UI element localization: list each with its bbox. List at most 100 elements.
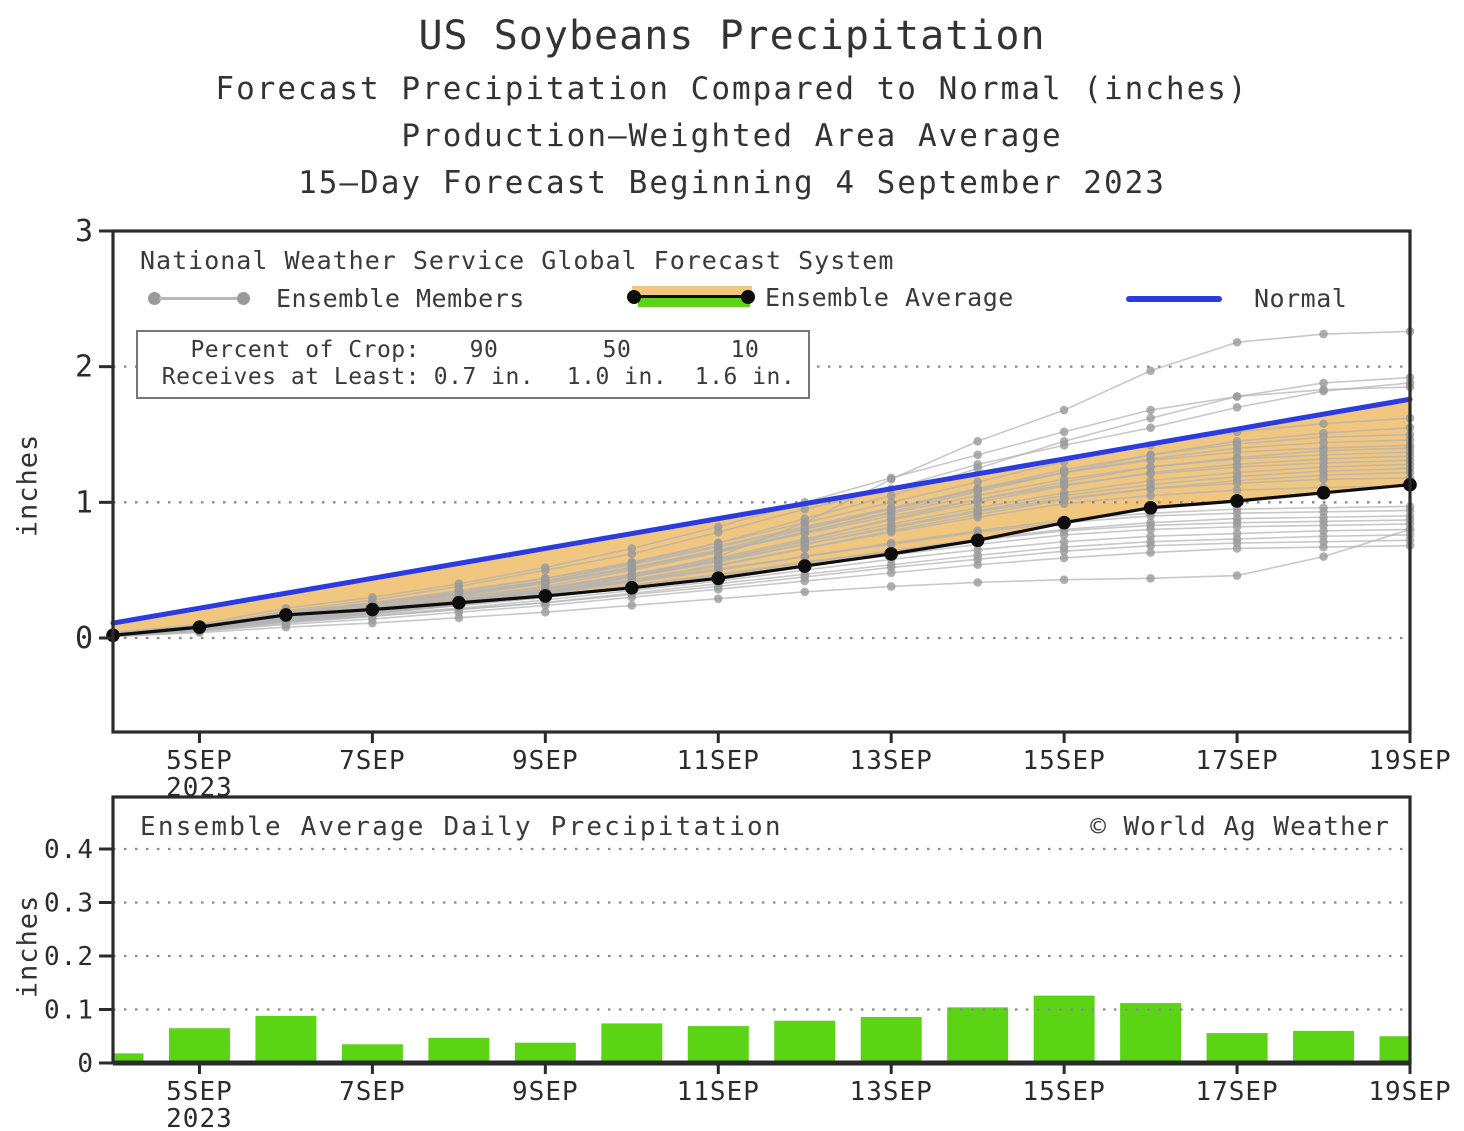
- ensemble-member-dot: [973, 436, 982, 446]
- ensemble-member-dot: [1146, 366, 1155, 376]
- copyright-credit: © World Ag Weather: [1090, 812, 1390, 842]
- ensemble-member-dot: [973, 560, 982, 570]
- ensemble-member-dot: [627, 592, 637, 602]
- x-tick-label: 13SEP: [850, 1077, 933, 1107]
- daily-precip-bar: [514, 1042, 576, 1063]
- data-source-label: National Weather Service Global Forecast…: [140, 246, 895, 275]
- crop-percent-10: 10: [730, 337, 760, 363]
- ensemble-member-line: [112, 528, 1411, 638]
- ensemble-member-dot: [973, 512, 982, 522]
- ensemble-member-dot: [1146, 548, 1155, 557]
- ensemble-member-dot: [1059, 441, 1069, 450]
- ensemble-member-dot: [973, 450, 982, 460]
- daily-precip-bar: [687, 1026, 749, 1063]
- title-block: US Soybeans Precipitation Forecast Preci…: [0, 12, 1464, 202]
- ensemble-member-dot: [1146, 541, 1155, 551]
- ensemble-average-dot: [711, 571, 726, 586]
- ensemble-average-dot: [1316, 486, 1331, 500]
- x-tick-label: 11SEP: [677, 1077, 760, 1107]
- x-tick-label: 15SEP: [1022, 746, 1105, 776]
- daily-precip-bar: [774, 1020, 836, 1063]
- ensemble-average-dot: [884, 547, 898, 561]
- x-tick-label: 5SEP: [166, 1077, 233, 1107]
- x-tick-label: 19SEP: [1368, 1077, 1451, 1107]
- ensemble-average-dot: [365, 602, 380, 617]
- daily-precip-bar: [1120, 1003, 1182, 1063]
- ensemble-average-dot: [1143, 500, 1158, 515]
- ensemble-average-dot: [192, 620, 207, 634]
- ensemble-member-dot: [541, 563, 550, 572]
- crop-amount-3: 1.6 in.: [694, 364, 796, 390]
- bottom-chart-title: Ensemble Average Daily Precipitation: [140, 812, 783, 842]
- ensemble-member-dot: [973, 495, 982, 504]
- ensemble-member-dot: [1319, 378, 1328, 388]
- ensemble-member-dot: [454, 607, 464, 617]
- ensemble-average-label: Ensemble Average: [765, 282, 1014, 312]
- y-tick-label: 0: [77, 1049, 94, 1079]
- daily-precip-bar: [168, 1028, 230, 1063]
- y-tick-label: 2: [75, 350, 94, 385]
- ensemble-member-dot: [1319, 419, 1328, 428]
- crop-percent-50: 50: [602, 337, 632, 363]
- crop-percent-90: 90: [469, 337, 499, 363]
- y-tick-label: 1: [75, 485, 94, 520]
- ensemble-member-dot: [627, 544, 637, 553]
- ensemble-member-dot: [1319, 552, 1328, 561]
- ensemble-member-dot: [800, 587, 810, 597]
- ensemble-member-dot: [800, 529, 810, 538]
- ensemble-member-dot: [1059, 546, 1069, 556]
- ensemble-member-dot: [541, 607, 550, 617]
- ensemble-member-dot: [1232, 392, 1242, 401]
- ensemble-member-dot: [1232, 571, 1242, 580]
- ensemble-member-dot: [886, 473, 896, 483]
- x-tick-label: 17SEP: [1195, 746, 1278, 776]
- ensemble-member-dot: [1059, 530, 1069, 540]
- ensemble-member-dot: [713, 584, 723, 594]
- x-tick-label: 5SEP: [166, 746, 233, 776]
- ensemble-member-dot: [1319, 474, 1328, 484]
- crop-amount-2: 1.0 in.: [566, 364, 668, 390]
- ensemble-member-dot: [368, 614, 377, 624]
- legend-ensemble-average: Ensemble Average: [627, 282, 1014, 312]
- ensemble-member-dot: [1146, 484, 1155, 494]
- ensemble-member-dot: [886, 568, 896, 578]
- y-tick-label: 0.4: [44, 835, 94, 865]
- y-tick-label: 0.1: [44, 996, 94, 1026]
- daily-precip-bar: [1206, 1033, 1268, 1063]
- normal-line-icon: [1126, 296, 1222, 302]
- ensemble-member-dot: [973, 578, 982, 587]
- daily-precip-bar: [601, 1023, 663, 1063]
- x-tick-label: 17SEP: [1195, 1077, 1278, 1107]
- x-tick-label: 9SEP: [512, 746, 579, 776]
- ensemble-member-dot: [1319, 542, 1328, 552]
- ensemble-member-dot: [1232, 522, 1242, 532]
- ensemble-member-dot: [1059, 499, 1069, 508]
- bottom-chart-y-axis-label: inches: [12, 894, 44, 999]
- normal-line: [110, 396, 1413, 626]
- ensemble-member-dot: [886, 540, 896, 549]
- ensemble-member-dot: [1059, 405, 1069, 415]
- x-tick-label: 9SEP: [512, 1077, 579, 1107]
- y-tick-label: 0: [75, 621, 94, 656]
- ensemble-average-dot: [797, 559, 812, 573]
- y-tick-label: 0.2: [44, 942, 94, 972]
- ensemble-member-line: [112, 382, 1411, 637]
- ensemble-members-label: Ensemble Members: [276, 283, 525, 313]
- ensemble-member-dot: [800, 544, 810, 553]
- ensemble-member-dot: [886, 511, 896, 521]
- ensemble-member-line: [112, 539, 1411, 637]
- average-line-icon: [630, 295, 752, 298]
- ensemble-member-dot: [713, 594, 723, 603]
- ensemble-member-line: [112, 444, 1411, 635]
- x-tick-label: 7SEP: [339, 1077, 406, 1107]
- ensemble-member-dot: [973, 484, 982, 494]
- x-tick-label: 7SEP: [339, 746, 406, 776]
- ensemble-average-dot: [452, 595, 466, 610]
- legend-ensemble-members: Ensemble Members: [148, 283, 525, 313]
- member-dot-icon: [148, 291, 161, 305]
- y-tick-label: 0.3: [44, 889, 94, 919]
- subtitle-1: Forecast Precipitation Compared to Norma…: [215, 71, 1249, 107]
- subtitle-3: 15–Day Forecast Beginning 4 September 20…: [298, 165, 1166, 201]
